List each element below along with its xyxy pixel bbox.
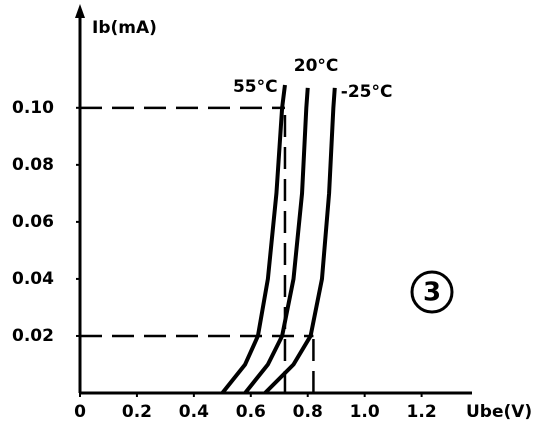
curve bbox=[263, 87, 337, 395]
curve bbox=[220, 84, 287, 395]
x-tick-label: 1.0 bbox=[350, 402, 380, 422]
x-tick-label: 0.8 bbox=[293, 402, 323, 422]
curve bbox=[243, 87, 310, 395]
x-tick-label: 0.2 bbox=[122, 402, 152, 422]
x-tick-label: 0.6 bbox=[236, 402, 266, 422]
y-tick-label: 0.06 bbox=[12, 212, 54, 232]
y-tick-label: 0.02 bbox=[12, 326, 54, 346]
x-tick-label: 1.2 bbox=[407, 402, 437, 422]
series-label: 20°C bbox=[294, 56, 339, 76]
series-label: -25°C bbox=[341, 82, 393, 102]
y-tick-label: 0.08 bbox=[12, 155, 54, 175]
annotation: 3 bbox=[423, 278, 441, 308]
x-tick-label: 0 bbox=[74, 402, 86, 422]
series-label: 55°C bbox=[233, 77, 278, 97]
y-tick-label: 0.04 bbox=[12, 269, 54, 289]
x-axis-label: Ube(V) bbox=[466, 402, 532, 422]
y-tick-label: 0.10 bbox=[12, 98, 54, 118]
annotation-circle bbox=[410, 270, 454, 314]
y-axis-label: Ib(mA) bbox=[92, 18, 157, 38]
x-tick-label: 0.4 bbox=[179, 402, 209, 422]
y-arrow bbox=[75, 4, 85, 18]
